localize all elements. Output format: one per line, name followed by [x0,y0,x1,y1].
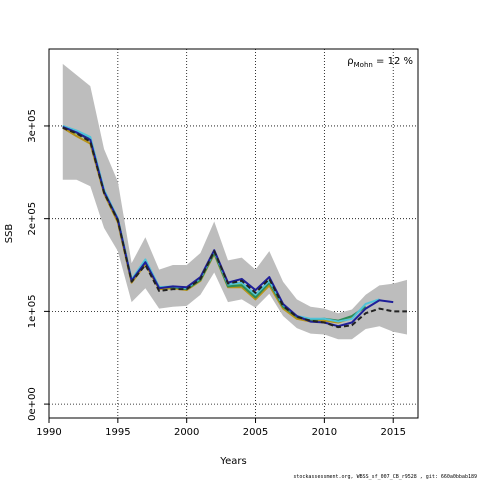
series-lines [62,125,407,329]
series-line-0 [62,126,407,329]
y-tick-label-0: 0e+00 [27,387,38,421]
grid-lines [48,49,418,418]
rho-subscript: Mohn [354,61,373,69]
y-tick-label-1: 1e+05 [27,295,38,329]
y-tick-label-2: 2e+05 [27,202,38,236]
x-tick-label-1: 1995 [105,427,130,438]
confidence-band-area [62,63,407,340]
footer-source: stockassessment.org, WBSS_sf_007_CB_r952… [293,474,477,480]
confidence-band [62,63,407,340]
mohn-rho-annotation: ρMohn = 12 % [347,56,413,69]
x-tick-label-5: 2015 [380,427,405,438]
rho-value: = 12 % [373,56,413,67]
y-axis: 0e+00 1e+05 2e+05 3e+05 [27,109,49,421]
plot-frame [48,48,419,419]
y-axis-label: SSB [4,224,15,244]
x-tick-label-0: 1990 [36,427,61,438]
x-axis-label: Years [219,456,246,467]
x-axis: 1990 1995 2000 2005 2010 2015 [36,418,406,438]
x-tick-label-3: 2005 [243,427,268,438]
x-tick-label-4: 2010 [312,427,337,438]
rho-symbol: ρ [347,56,353,67]
x-tick-label-2: 2000 [174,427,199,438]
y-tick-label-3: 3e+05 [27,109,38,143]
